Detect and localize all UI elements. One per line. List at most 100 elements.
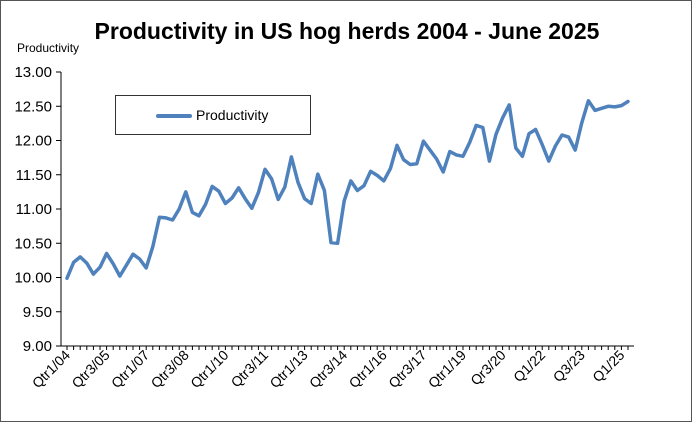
x-tick-label: Q1/22 [510,347,548,385]
data-point [442,171,445,174]
data-point [422,140,425,143]
data-point [224,202,227,205]
data-point [145,266,148,269]
data-point [264,168,267,171]
data-point [79,255,82,258]
data-point [389,167,392,170]
data-point [323,189,326,192]
data-point [501,116,504,119]
data-point [105,252,108,255]
y-tick-label: 10.00 [14,270,52,287]
data-point [151,245,154,248]
y-tick-label: 11.00 [16,201,52,218]
data-point [448,150,451,153]
data-point [409,163,412,166]
x-tick-label: Qtr1/16 [346,347,390,391]
data-point [310,202,313,205]
data-point [349,179,352,182]
data-point [66,277,69,280]
data-point [112,262,115,265]
data-point [330,241,333,244]
series-line-productivity [65,99,630,280]
data-point [283,186,286,189]
data-point [132,253,135,256]
data-point [257,191,260,194]
data-point [415,162,418,165]
data-point [495,133,498,136]
data-point [231,197,234,200]
data-point [369,170,372,173]
data-point [191,211,194,214]
data-point [237,186,240,189]
data-point [118,275,121,278]
x-tick-label: Qtr1/07 [108,347,152,391]
data-point [594,109,597,112]
x-tick-label: Qtr1/19 [425,347,469,391]
data-point [613,105,616,108]
data-point [277,198,280,201]
data-point [244,197,247,200]
y-tick-label: 12.50 [14,98,52,115]
x-tick-label: Qtr3/11 [228,347,272,391]
legend-label: Productivity [196,107,269,123]
data-point [363,184,366,187]
data-point [488,160,491,163]
x-tick-label: Qr3/20 [467,347,509,389]
data-point [125,264,128,267]
data-point [184,190,187,193]
data-point [138,258,141,261]
x-tick-label: Q3/23 [550,347,588,385]
data-point [85,262,88,265]
data-point [435,157,438,160]
data-point [382,179,385,182]
data-point [541,143,544,146]
data-point [270,177,273,180]
y-axis-label: Productivity [17,41,80,55]
data-point [508,103,511,106]
x-tick-label: Qtr3/05 [68,347,112,391]
data-point [481,126,484,129]
data-point [376,174,379,177]
data-point [534,128,537,131]
data-point [316,173,319,176]
data-point [468,141,471,144]
data-point [554,144,557,147]
legend: Productivity [115,95,311,135]
data-point [462,155,465,158]
legend-swatch [156,114,192,118]
data-point [204,203,207,206]
data-point [429,149,432,152]
data-point [211,185,214,188]
data-point [178,208,181,211]
data-point [198,214,201,217]
data-point [250,207,253,210]
data-point [171,218,174,221]
data-point [402,158,405,161]
data-point [528,132,531,135]
data-point [475,124,478,127]
data-point [455,153,458,156]
data-point [600,107,603,110]
data-point [99,266,102,269]
data-point [514,147,517,150]
x-tick-label: Qtr3/14 [306,347,350,391]
data-point [158,216,161,219]
data-point [574,149,577,152]
data-point [356,189,359,192]
y-tick-label: 13.00 [14,64,52,81]
data-point [297,181,300,184]
data-point [521,155,524,158]
x-tick-label: Qtr3/08 [148,347,192,391]
data-point [607,105,610,108]
data-point [587,99,590,102]
data-point [165,216,168,219]
data-point [72,261,75,264]
y-tick-label: 11.50 [16,167,52,184]
data-point [580,121,583,124]
y-tick-label: 12.00 [14,133,52,150]
y-tick-label: 9.50 [23,304,52,321]
data-point [92,273,95,276]
x-tick-label: Qtr1/10 [187,347,231,391]
